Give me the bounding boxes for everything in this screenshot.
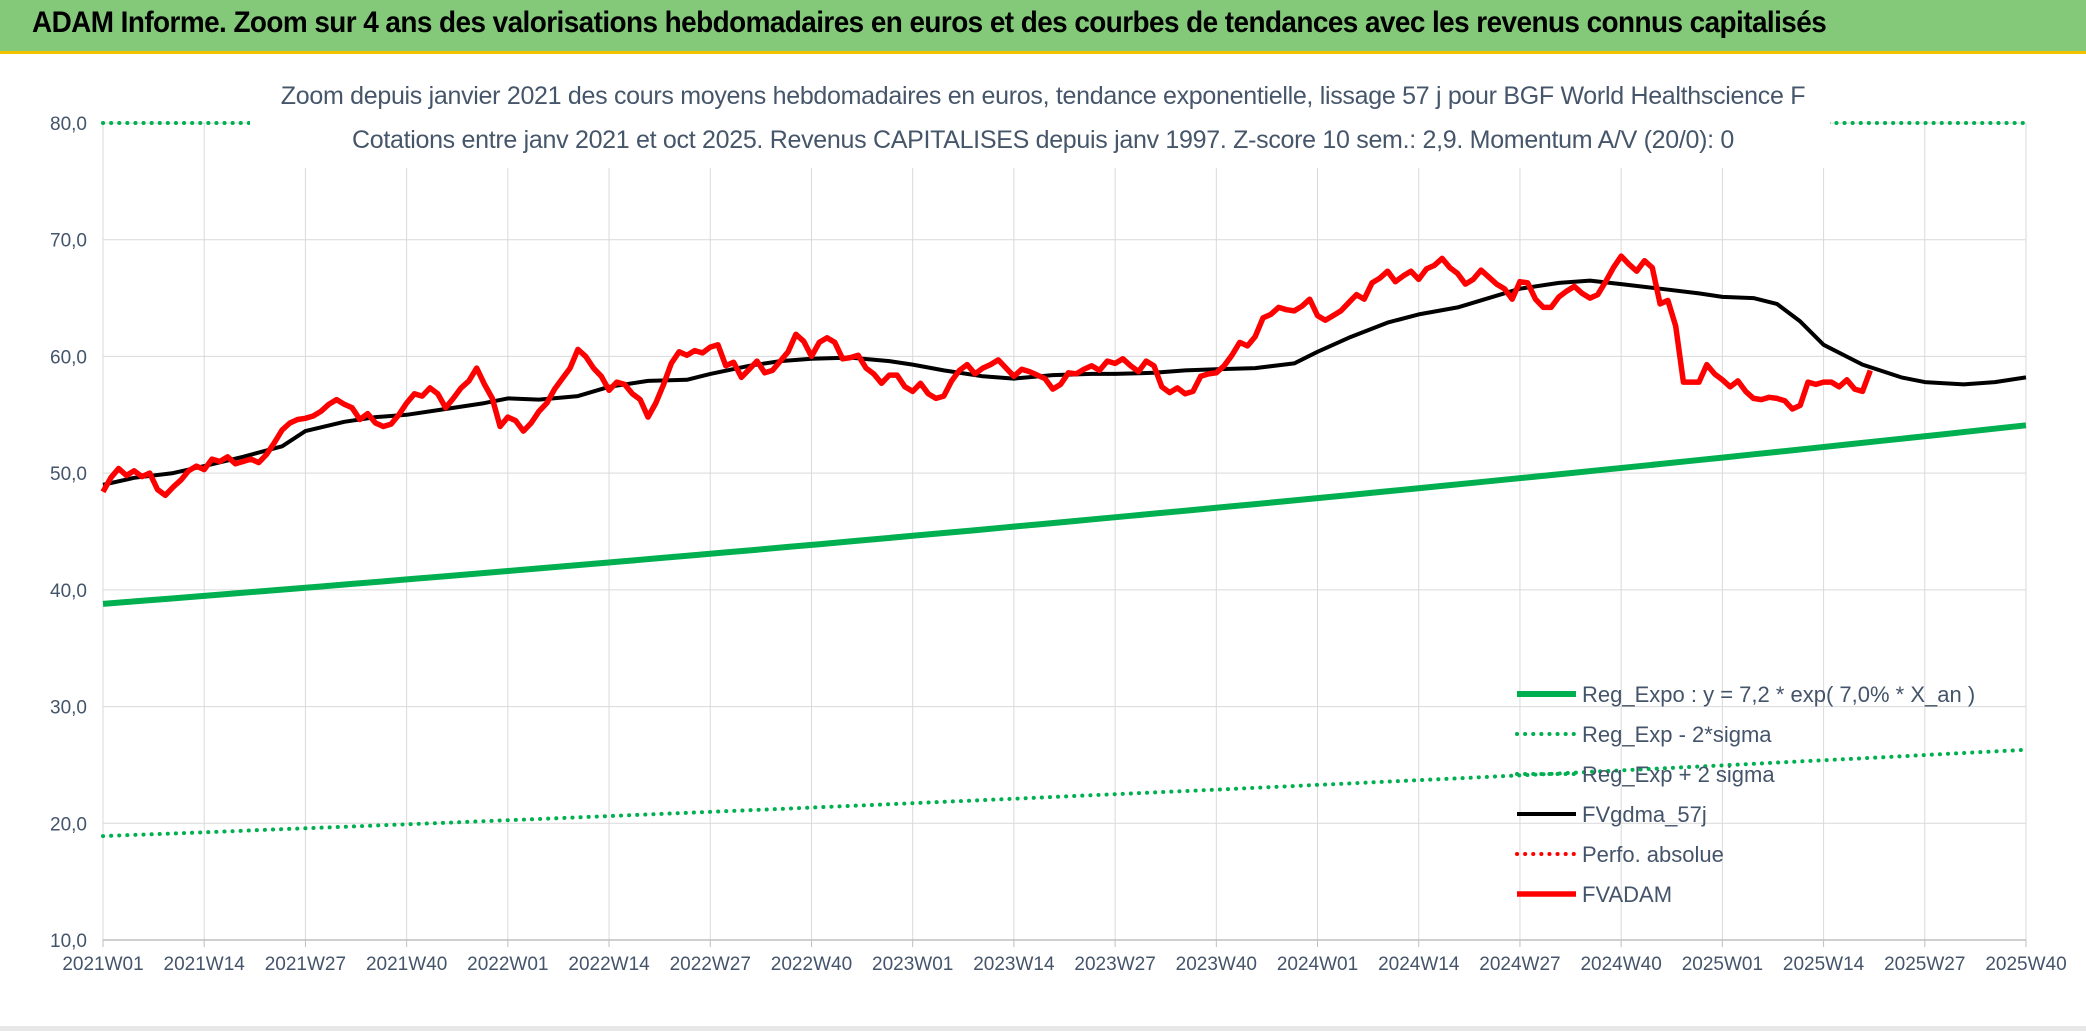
- x-tick-label: 2022W01: [467, 954, 548, 975]
- chart-subtitle: Cotations entre janv 2021 et oct 2025. R…: [351, 126, 1735, 154]
- series-reg-exp-2-sigma-line: [101, 747, 2028, 839]
- y-tick-label: 20,0: [50, 814, 87, 835]
- x-tick-label: 2025W27: [1884, 954, 1965, 975]
- series-reg-expo-y-7-2-exp-7-0-x-an-line: [102, 422, 2027, 607]
- x-tick-label: 2021W27: [265, 954, 346, 975]
- y-tick-label: 80,0: [50, 114, 87, 135]
- x-tick-label: 2021W01: [62, 954, 143, 975]
- x-tick-label: 2022W27: [670, 954, 751, 975]
- x-tick-label: 2025W14: [1783, 954, 1865, 975]
- y-tick-label: 60,0: [50, 347, 87, 368]
- x-tick-label: 2024W01: [1277, 954, 1358, 975]
- x-tick-label: 2022W14: [568, 954, 650, 975]
- legend-label: Perfo. absolue: [1582, 842, 1724, 867]
- line-chart: 10,0 20,0 30,0 40,0 50,0 60,0 70,0 80,0 2021W01 2…: [50, 82, 2067, 975]
- x-tick-label: 2023W40: [1176, 954, 1257, 975]
- legend-label: Reg_Exp + 2 sigma: [1582, 762, 1775, 787]
- x-tick-label: 2022W40: [771, 954, 852, 975]
- x-tick-label: 2021W14: [164, 954, 246, 975]
- y-tick-label: 50,0: [50, 464, 87, 485]
- y-tick-label: 30,0: [50, 698, 87, 719]
- x-tick-label: 2023W27: [1074, 954, 1155, 975]
- chart-title: Zoom depuis janvier 2021 des cours moyen…: [280, 82, 1806, 110]
- y-tick-label: 10,0: [50, 931, 87, 952]
- legend-label: FVgdma_57j: [1582, 802, 1707, 827]
- x-tick-label: 2025W01: [1682, 954, 1763, 975]
- series-fvgdma-57j-line: [102, 278, 2027, 487]
- x-tick-label: 2024W40: [1580, 954, 1661, 975]
- title-backdrop: [250, 82, 1830, 168]
- y-tick-label: 70,0: [50, 231, 87, 252]
- banner-title: ADAM Informe. Zoom sur 4 ans des valoris…: [32, 6, 1827, 39]
- y-tick-label: 40,0: [50, 581, 87, 602]
- title-banner: ADAM Informe. Zoom sur 4 ans des valoris…: [0, 0, 2086, 54]
- x-tick-label: 2025W40: [1985, 954, 2066, 975]
- x-tick-label: 2023W01: [872, 954, 953, 975]
- legend-label: Reg_Exp - 2*sigma: [1582, 722, 1772, 747]
- legend-label: Reg_Expo : y = 7,2 * exp( 7,0% * X_an ): [1582, 682, 1975, 707]
- x-tick-label: 2021W40: [366, 954, 447, 975]
- legend-label: FVADAM: [1582, 882, 1672, 907]
- bottom-border: [0, 1026, 2086, 1031]
- x-tick-label: 2024W14: [1378, 954, 1460, 975]
- series-fvadam-line: [100, 253, 1873, 499]
- x-tick-label: 2024W27: [1479, 954, 1560, 975]
- x-tick-label: 2023W14: [973, 954, 1055, 975]
